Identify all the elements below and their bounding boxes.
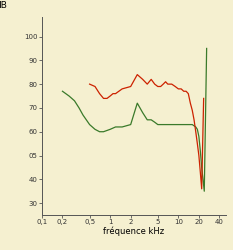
Y-axis label: dB: dB — [0, 0, 7, 10]
X-axis label: fréquence kHz: fréquence kHz — [103, 226, 164, 236]
